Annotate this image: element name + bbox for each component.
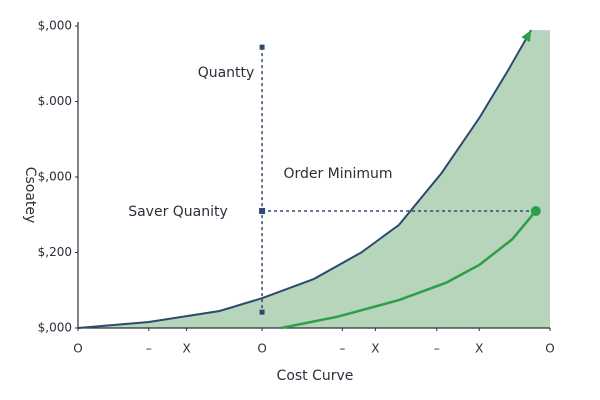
reference-end xyxy=(259,309,265,315)
x-tick-label: O xyxy=(257,342,266,356)
annotation: Order Minimum xyxy=(283,166,392,182)
x-axis-label: Cost Curve xyxy=(277,368,354,384)
annotation: Saver Quanity xyxy=(128,204,228,220)
x-tick-label: – xyxy=(434,342,440,356)
x-tick-label: – xyxy=(146,342,152,356)
y-tick-label: $,000 xyxy=(38,321,72,335)
x-tick-label: O xyxy=(73,342,82,356)
annotation: Quantty xyxy=(198,65,255,81)
reference-end xyxy=(259,207,266,214)
y-tick-label: $,000 xyxy=(38,170,72,184)
y-tick-label: $,200 xyxy=(38,245,72,259)
y-tick-label: $.000 xyxy=(38,94,72,108)
x-tick-label: X xyxy=(182,342,190,356)
reference-end xyxy=(259,44,265,50)
x-tick-label: O xyxy=(545,342,554,356)
y-tick-label: $,000 xyxy=(38,19,72,33)
x-tick-label: – xyxy=(339,342,345,356)
line xyxy=(280,210,537,330)
end-point xyxy=(530,205,541,216)
line xyxy=(77,29,532,329)
x-tick-label: X xyxy=(371,342,379,356)
area xyxy=(78,30,550,329)
arrow-head xyxy=(521,30,532,43)
y-axis-label: Csoatey xyxy=(22,167,38,224)
x-tick-label: X xyxy=(475,342,483,356)
